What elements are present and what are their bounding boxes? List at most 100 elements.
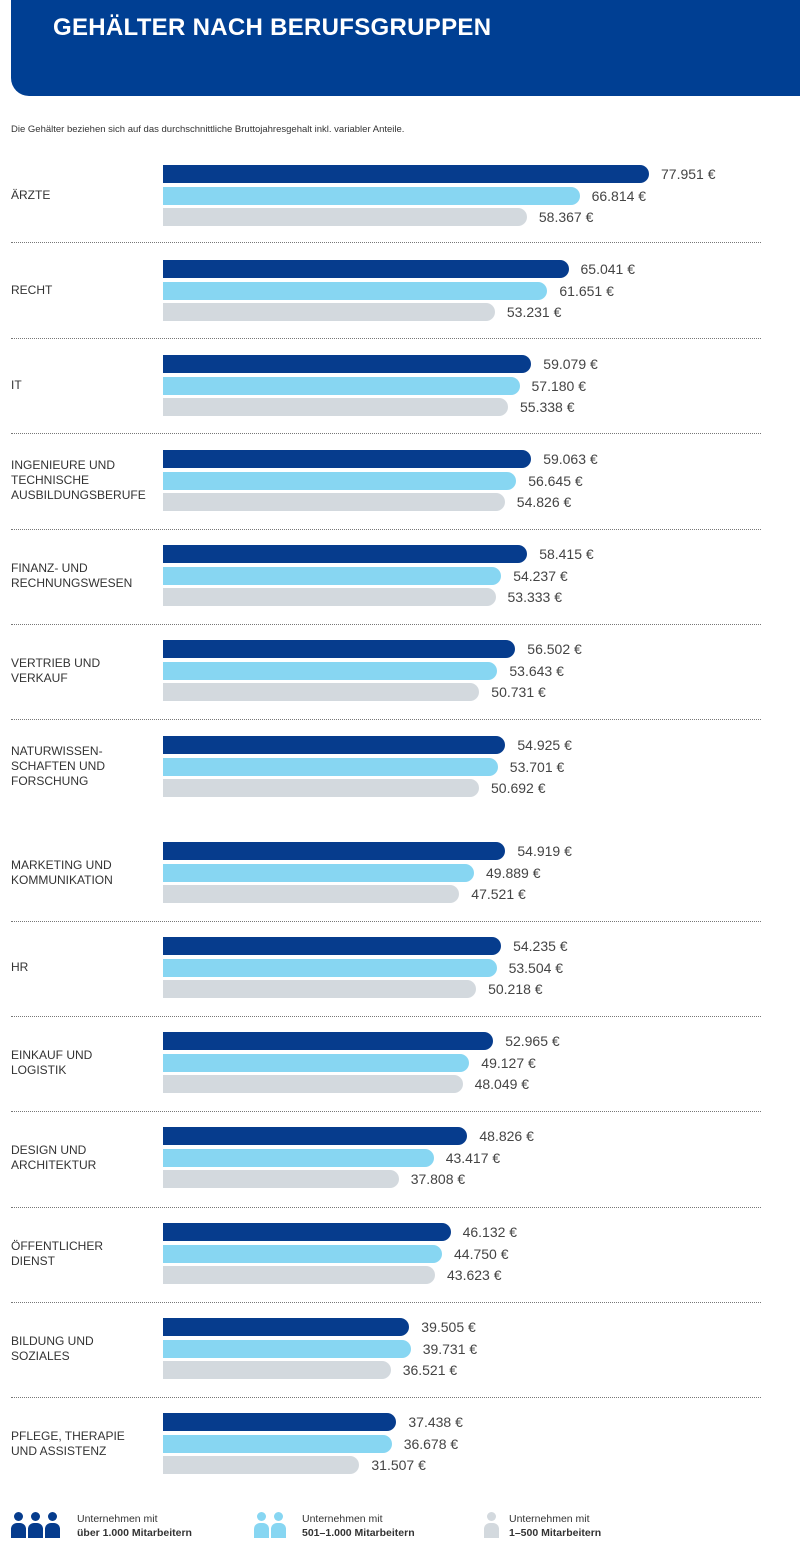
value-label: 54.826 €: [516, 494, 572, 510]
category-label-line: ÖFFENTLICHER: [11, 1238, 104, 1253]
value-label: 37.808 €: [410, 1171, 466, 1187]
value-label: 53.231 €: [506, 304, 562, 320]
group-divider: [11, 921, 761, 922]
group-divider: [11, 1111, 761, 1112]
legend-label-line2: über 1.000 Mitarbeitern: [77, 1527, 192, 1539]
value-label: 56.502 €: [527, 641, 582, 657]
category-label-line: IT: [11, 378, 22, 392]
value-label: 50.731 €: [491, 684, 546, 700]
bar-small-company: [163, 1266, 435, 1284]
value-label: 31.507 €: [371, 1457, 426, 1473]
category-label-line: TECHNISCHE: [11, 473, 90, 487]
category-label: EINKAUF UND LOGISTIK: [11, 1048, 156, 1078]
value-label: 54.925 €: [517, 737, 572, 753]
category-label: INGENIEURE UND TECHNISCHE AUSBILDUNGSBERUF…: [11, 458, 156, 503]
value-label: 59.079 €: [543, 356, 598, 372]
value-label: 46.132 €: [462, 1224, 518, 1240]
category-label-line: EINKAUF UND: [11, 1047, 93, 1062]
category-label: HR: [11, 960, 156, 975]
value-label: 48.826 €: [479, 1128, 534, 1144]
value-label: 43.623 €: [447, 1267, 502, 1283]
category-label-line: LOGISTIK: [11, 1062, 67, 1077]
bar-medium-company: [163, 376, 520, 395]
category-label-line: BILDUNG UND: [11, 1333, 94, 1348]
person-icon: [271, 1512, 286, 1538]
value-label: 53.701 €: [509, 758, 565, 775]
group-divider: [11, 1397, 761, 1398]
value-label: 53.643 €: [509, 662, 564, 679]
group-divider: [11, 338, 761, 339]
category-label-line: PFLEGE, THERAPIE: [11, 1428, 125, 1443]
bar-small-company: [163, 683, 480, 701]
value-label: 61.651 €: [559, 282, 614, 299]
value-label: 36.678 €: [403, 1435, 459, 1452]
value-label: 54.237 €: [513, 567, 568, 584]
category-label: VERTRIEB UND VERKAUF: [11, 656, 156, 686]
bar-small-company: [163, 1170, 399, 1188]
category-label-line: FINANZ- UND: [11, 560, 88, 575]
bar-medium-company: [163, 1148, 434, 1167]
bar-large-company: [163, 1413, 397, 1431]
value-label: 65.041 €: [580, 261, 636, 277]
group-divider: [11, 1207, 761, 1208]
bar-small-company: [163, 1361, 391, 1379]
value-label: 54.919 €: [517, 843, 572, 859]
category-label-line: VERTRIEB UND: [11, 655, 101, 670]
bar-small-company: [163, 303, 495, 321]
person-icon: [28, 1512, 43, 1538]
bar-small-company: [163, 980, 477, 998]
category-label: IT: [11, 378, 156, 393]
value-label: 50.692 €: [491, 780, 546, 796]
value-label: 53.333 €: [507, 589, 563, 605]
category-label-line: INGENIEURE UND: [11, 458, 116, 472]
person-icon: [11, 1512, 26, 1538]
category-label-line: RECHNUNGSWESEN: [11, 575, 133, 590]
bar-medium-company: [163, 1053, 470, 1072]
bar-medium-company: [163, 1339, 411, 1358]
bar-large-company: [163, 260, 569, 278]
two-persons-icon: [254, 1512, 286, 1538]
value-label: 58.415 €: [539, 546, 594, 562]
value-label: 36.521 €: [402, 1362, 458, 1378]
category-label-line: RECHT: [11, 283, 53, 297]
group-divider: [11, 719, 761, 720]
category-label-line: ÄRZTE: [11, 188, 51, 202]
bar-small-company: [163, 398, 508, 416]
legend-label-line1: Unternehmen mit: [77, 1513, 158, 1525]
value-label: 37.438 €: [408, 1414, 463, 1430]
category-label-line: AUSBILDUNGSBERUFE: [11, 488, 146, 502]
bar-small-company: [163, 779, 479, 797]
value-label: 47.521 €: [471, 886, 526, 902]
bar-medium-company: [163, 757, 498, 776]
legend: Unternehmen mit über 1.000 Mitarbeitern …: [0, 1510, 800, 1547]
category-label-line: KOMMUNIKATION: [11, 872, 113, 887]
legend-label-line2: 1–500 Mitarbeitern: [509, 1527, 602, 1539]
category-label: PFLEGE, THERAPIE UND ASSISTENZ: [11, 1429, 156, 1459]
bar-medium-company: [163, 186, 580, 205]
bar-large-company: [163, 640, 516, 658]
person-icon: [484, 1512, 499, 1538]
bar-large-company: [163, 165, 649, 183]
group-divider: [11, 529, 761, 530]
header-banner: GEHÄLTER NACH BERUFSGRUPPEN: [11, 0, 800, 96]
category-label-line: FORSCHUNG: [11, 774, 89, 788]
category-label-line: SOZIALES: [11, 1348, 70, 1363]
page-title: GEHÄLTER NACH BERUFSGRUPPEN: [53, 14, 492, 41]
bar-medium-company: [163, 566, 502, 585]
category-label: RECHT: [11, 283, 156, 298]
bar-medium-company: [163, 863, 474, 882]
value-label: 77.951 €: [661, 166, 716, 182]
group-divider: [11, 1016, 761, 1017]
value-label: 59.063 €: [543, 451, 598, 467]
bar-large-company: [163, 842, 506, 860]
group-divider: [11, 1302, 761, 1303]
value-label: 39.731 €: [422, 1340, 478, 1357]
category-label-line: UND ASSISTENZ: [11, 1443, 107, 1458]
bar-large-company: [163, 1032, 494, 1050]
category-label: FINANZ- UND RECHNUNGSWESEN: [11, 561, 156, 591]
bar-medium-company: [163, 1434, 392, 1453]
value-label: 39.505 €: [421, 1319, 476, 1335]
category-label: ÖFFENTLICHER DIENST: [11, 1239, 156, 1269]
legend-label-line1: Unternehmen mit: [302, 1513, 383, 1525]
value-label: 55.338 €: [520, 399, 575, 415]
